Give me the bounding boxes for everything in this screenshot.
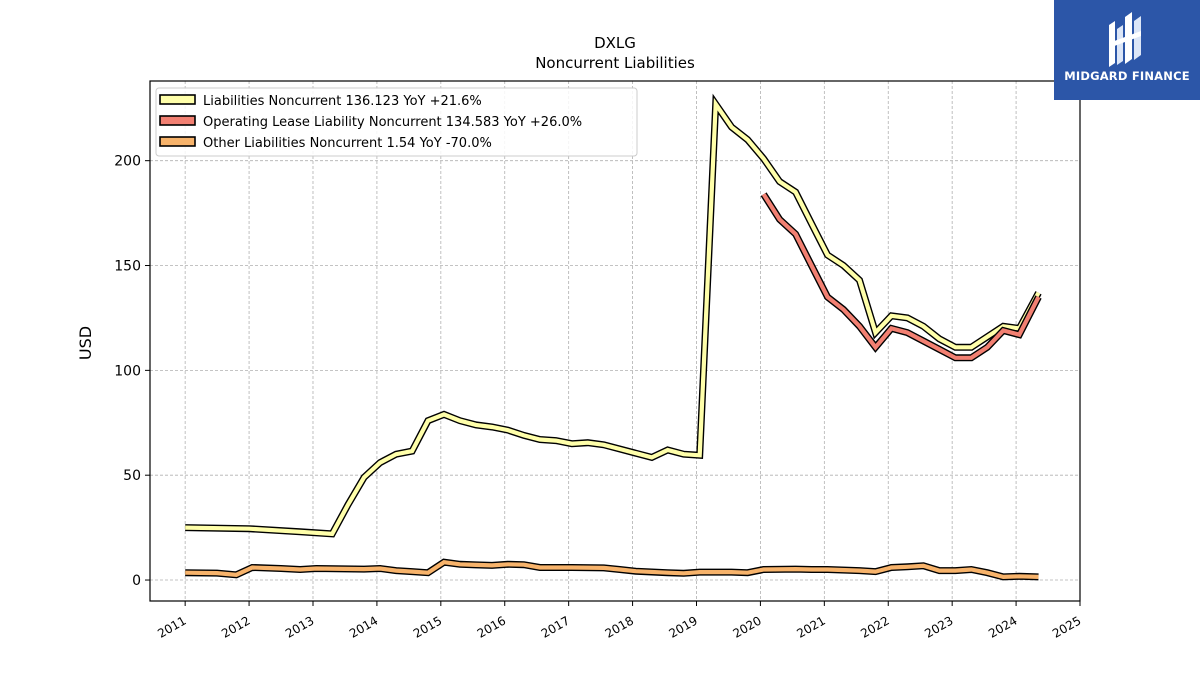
x-tick-label: 2021 bbox=[794, 613, 827, 640]
x-tick-label: 2012 bbox=[219, 613, 252, 640]
legend-label: Liabilities Noncurrent 136.123 YoY +21.6… bbox=[203, 94, 482, 109]
brand-name: MIDGARD FINANCE bbox=[1064, 69, 1190, 83]
chart-subtitle: Noncurrent Liabilities bbox=[535, 54, 695, 72]
y-axis-label: USD bbox=[76, 326, 95, 360]
chart-title: DXLG bbox=[594, 34, 636, 52]
operating-lease-liability-noncurrent-outline bbox=[760, 192, 1042, 362]
x-tick-label: 2013 bbox=[283, 613, 316, 640]
x-tick-label: 2019 bbox=[667, 613, 700, 640]
legend-box bbox=[155, 87, 638, 157]
y-tick-label: 200 bbox=[114, 154, 141, 170]
brand-logo: MIDGARD FINANCE bbox=[1054, 0, 1200, 100]
x-tick-label: 2015 bbox=[411, 613, 444, 640]
legend-swatch bbox=[159, 115, 196, 126]
x-tick-label: 2017 bbox=[539, 613, 572, 640]
x-tick-label: 2023 bbox=[922, 613, 955, 640]
other-liabilities-noncurrent-line bbox=[185, 560, 1039, 580]
x-tick-label: 2018 bbox=[603, 613, 636, 640]
y-tick-label: 150 bbox=[114, 259, 141, 275]
operating-lease-liability-noncurrent-line bbox=[761, 193, 1041, 360]
x-tick-label: 2016 bbox=[475, 613, 508, 640]
legend-label: Operating Lease Liability Noncurrent 134… bbox=[203, 115, 582, 130]
x-tick-label: 2011 bbox=[155, 613, 188, 640]
y-tick-label: 50 bbox=[123, 468, 141, 484]
liabilities-noncurrent-line bbox=[185, 97, 1041, 537]
x-tick-label: 2025 bbox=[1050, 613, 1083, 640]
y-tick-label: 0 bbox=[132, 573, 141, 589]
grid-lines bbox=[150, 81, 1081, 601]
x-tick-label: 2024 bbox=[986, 613, 1019, 640]
legend: Liabilities Noncurrent 136.123 YoY +21.6… bbox=[155, 87, 638, 157]
x-tick-label: 2022 bbox=[858, 613, 891, 640]
legend-label: Other Liabilities Noncurrent 1.54 YoY -7… bbox=[203, 136, 492, 151]
x-tick-label: 2014 bbox=[347, 613, 380, 640]
legend-swatch bbox=[159, 136, 196, 147]
y-tick-label: 100 bbox=[114, 363, 141, 379]
plot-frame bbox=[149, 80, 1081, 602]
brand-logo-icon bbox=[1109, 12, 1141, 67]
legend-swatch bbox=[159, 94, 196, 105]
x-tick-label: 2020 bbox=[730, 613, 763, 640]
series-layer bbox=[185, 93, 1042, 581]
